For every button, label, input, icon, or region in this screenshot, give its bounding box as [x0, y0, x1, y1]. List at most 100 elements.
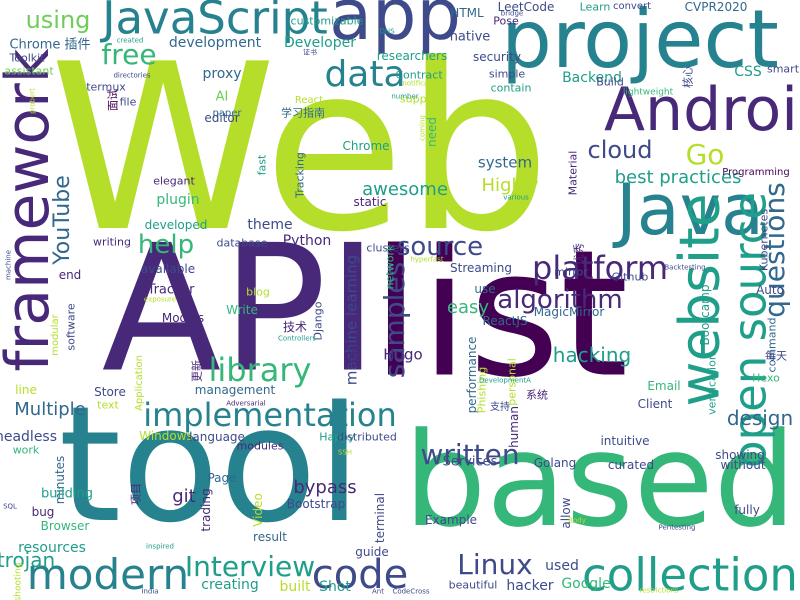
cloud-word: best practices [614, 167, 742, 188]
cloud-word: 证书 [303, 48, 317, 57]
cloud-word: Browser [40, 519, 90, 533]
cloud-word: Golang [533, 456, 577, 470]
cloud-word: implementation [143, 396, 397, 434]
cloud-word: 优秀 [572, 243, 586, 265]
cloud-word: theme [247, 217, 293, 233]
cloud-word: exposure [143, 295, 177, 304]
cloud-word: hacker [506, 578, 554, 594]
cloud-word: system [477, 153, 533, 172]
cloud-word: developed [144, 218, 208, 232]
cloud-word: LeetCode [497, 0, 555, 14]
cloud-word: Java [616, 169, 764, 251]
cloud-word: management [194, 383, 276, 397]
cloud-word: 学习指南 [281, 106, 325, 120]
cloud-word: git [172, 486, 196, 507]
cloud-word: Happy [319, 430, 355, 444]
cloud-word: smart [766, 62, 800, 76]
cloud-word: terminal [373, 492, 387, 544]
cloud-word: Backend [562, 70, 622, 86]
cloud-word: Models [161, 311, 205, 325]
cloud-word: Auto [756, 283, 784, 297]
cloud-word: coming [418, 115, 427, 141]
cloud-word: notification [402, 79, 442, 88]
cloud-word: static [353, 195, 387, 209]
cloud-word: using [25, 6, 91, 34]
cloud-word: 更新 [190, 360, 204, 382]
cloud-word: Highly [481, 175, 539, 196]
cloud-word: list [371, 213, 629, 417]
cloud-word: Toolkit [9, 51, 45, 65]
cloud-word: CVPR2020 [684, 0, 748, 14]
cloud-word: line [15, 383, 37, 397]
cloud-word: native [449, 29, 491, 45]
cloud-word: number [391, 92, 419, 101]
cloud-word: contain [490, 81, 532, 95]
cloud-word: data [324, 54, 406, 95]
cloud-word: simple [488, 67, 526, 81]
cloud-word: Shot [319, 579, 351, 595]
cloud-word: Adversarial [226, 399, 266, 408]
cloud-word: Programming [722, 167, 790, 178]
cloud-word: language [189, 430, 245, 444]
cloud-word: created [116, 36, 144, 45]
cloud-word: trading [199, 488, 213, 532]
cloud-word: Contract [395, 68, 443, 82]
cloud-word: collection [582, 548, 798, 600]
cloud-word: Backtesting [664, 263, 706, 272]
cloud-word: result [253, 530, 287, 544]
cloud-word: 每天 [765, 349, 787, 363]
cloud-word: library [208, 351, 312, 389]
cloud-word: intuitive [600, 434, 650, 448]
cloud-word: used [545, 558, 579, 574]
cloud-word: platform [532, 249, 668, 287]
cloud-word: modules [236, 439, 284, 453]
cloud-word: Developer [283, 35, 357, 51]
cloud-word: Bootcamp [698, 284, 712, 346]
cloud-word: free [101, 38, 157, 71]
cloud-word: DNS [379, 27, 395, 36]
cloud-word: Build [596, 75, 624, 89]
cloud-word: lightweight [622, 87, 674, 98]
cloud-word: editor [204, 111, 240, 125]
cloud-word: MagicMirror [533, 305, 605, 319]
cloud-word: hacking [552, 343, 632, 367]
cloud-word: Store [94, 385, 126, 399]
cloud-word: clusters [366, 241, 410, 255]
cloud-word: hyperfast [410, 255, 444, 264]
cloud-word: easy [446, 297, 490, 318]
cloud-word: Interview [184, 550, 316, 583]
cloud-word: Services [442, 454, 498, 470]
cloud-word: guide [355, 545, 389, 559]
cloud-word: SQL [3, 502, 17, 511]
cloud-word: Page [207, 471, 237, 485]
cloud-word: JavaScript [102, 0, 328, 45]
cloud-word: shooting [13, 562, 24, 600]
cloud-word: termux [86, 80, 126, 94]
cloud-word: assistant [4, 64, 54, 78]
cloud-word: API [101, 208, 379, 412]
cloud-word: need [425, 117, 439, 147]
cloud-word: Web [49, 16, 551, 283]
cloud-word: mirror [554, 265, 588, 279]
cloud-word: file [119, 95, 137, 109]
cloud-word: Android [604, 75, 800, 145]
cloud-word: Github [611, 270, 649, 284]
cloud-word: Google [561, 576, 611, 592]
cloud-word: proxy [202, 66, 242, 82]
cloud-word: network [383, 244, 397, 290]
cloud-word: elegant [153, 174, 195, 188]
cloud-word: CodeCross [392, 587, 430, 596]
cloud-word: support [399, 92, 443, 106]
cloud-word: Phishing [475, 366, 489, 414]
cloud-word: DevelopmentA [479, 376, 531, 385]
cloud-word: ReactJS [482, 314, 528, 328]
cloud-word: blog [246, 285, 270, 299]
cloud-word: inspired [146, 542, 174, 551]
cloud-word: convert [612, 1, 652, 12]
cloud-word: text [97, 398, 119, 412]
cloud-word: Ant [372, 587, 384, 596]
cloud-word: command [765, 317, 779, 373]
cloud-word: written [420, 438, 520, 471]
cloud-word: Streaming [450, 261, 512, 275]
